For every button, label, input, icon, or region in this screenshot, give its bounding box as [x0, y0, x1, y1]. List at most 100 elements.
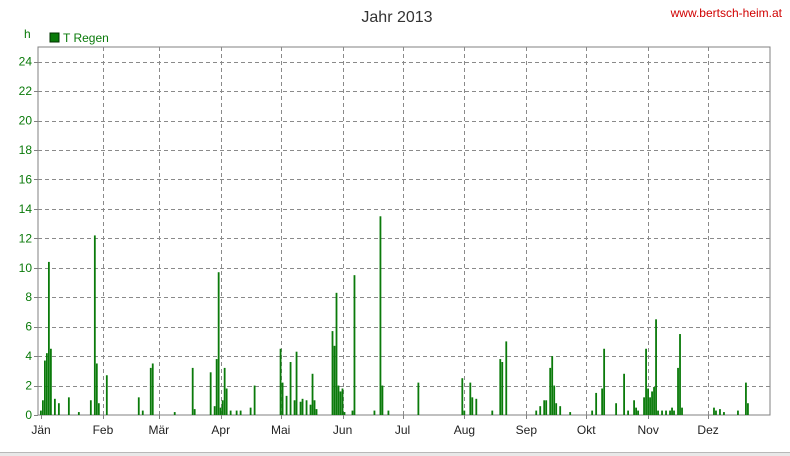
bar-day-216: [469, 382, 472, 415]
bar-day-151: [339, 391, 342, 415]
bar-day-312: [661, 410, 663, 415]
bar-day-317: [671, 407, 673, 415]
bar-day-321: [679, 334, 681, 415]
y-tick-label: 14: [19, 202, 33, 216]
bottom-panel: [0, 452, 790, 456]
x-tick-label-Nov: Nov: [637, 423, 658, 437]
bar-day-91: [219, 407, 222, 415]
bar-day-158: [353, 275, 356, 415]
bar-day-303: [643, 397, 645, 415]
bar-day-354: [745, 382, 747, 415]
bar-day-219: [475, 398, 478, 415]
bar-day-259: [555, 403, 558, 415]
bar-day-283: [603, 348, 606, 415]
bar-day-86: [209, 372, 212, 415]
bar-day-99: [235, 410, 238, 415]
bar-day-124: [285, 395, 288, 415]
y-tick-label: 4: [25, 349, 32, 363]
x-tick-label-Apr: Apr: [211, 423, 230, 437]
x-tick-label-Jän: Jän: [31, 423, 50, 437]
bar-day-314: [665, 410, 667, 415]
bar-day-249: [535, 410, 538, 415]
bar-day-94: [225, 388, 228, 415]
bar-day-148: [333, 345, 336, 415]
bar-day-153: [343, 412, 346, 415]
x-tick-label-Feb: Feb: [93, 423, 114, 437]
bar-day-300: [637, 410, 639, 415]
bar-day-217: [471, 397, 474, 415]
bar-day-282: [601, 388, 604, 415]
bar-day-93: [223, 367, 226, 415]
bar-day-310: [657, 410, 659, 415]
bar-day-8: [53, 398, 56, 415]
bottom-strip: [0, 453, 790, 456]
bar-day-295: [627, 410, 629, 415]
bar-day-121: [279, 348, 282, 415]
bar-day-339: [715, 410, 717, 415]
bar-day-132: [301, 398, 304, 415]
y-tick-label: 12: [19, 231, 33, 245]
bar-day-106: [249, 407, 252, 415]
bar-day-2: [42, 400, 44, 415]
bar-day-26: [89, 400, 92, 415]
bar-day-126: [289, 362, 292, 415]
y-tick-label: 2: [25, 379, 32, 393]
bar-day-10: [57, 403, 60, 415]
x-tick-label-Dez: Dez: [697, 423, 718, 437]
bar-day-341: [719, 409, 721, 415]
x-tick-label-Mai: Mai: [271, 423, 290, 437]
bar-day-343: [723, 412, 725, 415]
x-tick-label-Okt: Okt: [577, 423, 596, 437]
y-tick-label: 8: [25, 290, 32, 304]
bar-day-30: [97, 403, 100, 415]
bar-day-129: [295, 351, 298, 415]
bar-day-318: [673, 410, 675, 415]
y-tick-label: 16: [19, 172, 33, 186]
y-axis-unit: h: [24, 27, 31, 41]
bar-day-231: [499, 359, 502, 415]
y-tick-label: 6: [25, 320, 32, 334]
bar-day-322: [681, 407, 683, 415]
bar-day-172: [381, 385, 384, 415]
bar-day-293: [623, 373, 625, 415]
credit-link[interactable]: www.bertsch-heim.at: [670, 6, 783, 20]
bar-day-28: [93, 235, 96, 415]
bar-day-56: [149, 367, 152, 415]
bar-day-234: [505, 341, 508, 415]
x-tick-label-Jul: Jul: [395, 423, 410, 437]
bar-day-338: [713, 407, 715, 415]
legend: T Regen: [49, 31, 109, 45]
y-tick-label: 0: [25, 408, 32, 422]
bar-day-309: [655, 319, 657, 415]
bar-day-305: [647, 388, 649, 415]
bar-day-258: [553, 385, 556, 415]
bar-day-52: [141, 410, 144, 415]
bar-day-306: [649, 397, 651, 415]
bar-day-78: [193, 409, 196, 415]
bar-day-308: [653, 387, 655, 415]
bar-day-232: [501, 362, 504, 415]
chart-title: Jahr 2013: [361, 9, 432, 26]
bar-day-316: [669, 410, 671, 415]
x-tick-label-Sep: Sep: [516, 423, 538, 437]
bar-day-253: [543, 400, 546, 415]
bar-day-139: [315, 409, 318, 415]
bar-day-289: [615, 403, 618, 415]
x-axis: Jän Feb Mär Apr Mai Jun Jul Aug Sep Okt Nov Dez: [31, 415, 719, 437]
bar-day-6: [49, 348, 52, 415]
legend-swatch: [49, 32, 60, 43]
bar-day-212: [461, 378, 464, 415]
bar-day-128: [293, 400, 296, 415]
bar-day-138: [313, 400, 316, 415]
bar-day-266: [569, 412, 572, 415]
bar-day-5: [47, 261, 50, 415]
bar-day-57: [151, 363, 154, 415]
bar-day-108: [253, 385, 256, 415]
x-tick-label-Mär: Mär: [149, 423, 170, 437]
bars: [40, 216, 749, 415]
bar-day-350: [737, 410, 739, 415]
legend-label: T Regen: [63, 31, 109, 45]
bar-day-277: [591, 410, 594, 415]
